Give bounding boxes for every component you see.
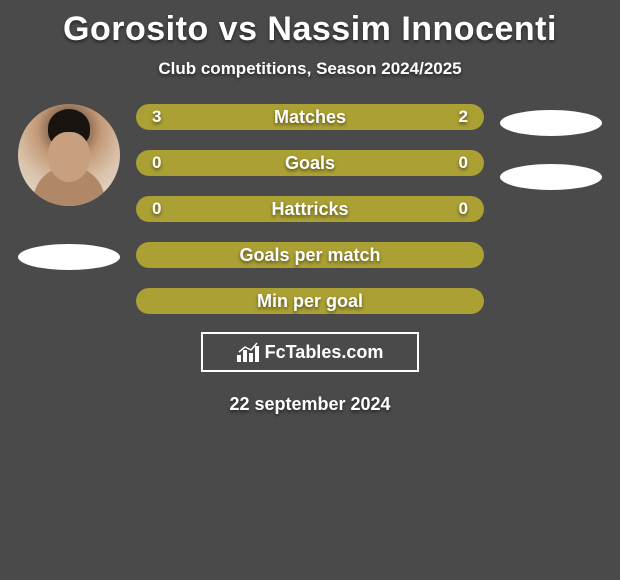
stat-left-value: 0	[152, 153, 172, 173]
chart-icon	[237, 342, 259, 362]
stat-bar-matches: 3 Matches 2	[136, 104, 484, 130]
stat-label: Goals per match	[239, 245, 380, 266]
player-right-ellipse-2	[500, 164, 602, 190]
brand-box: FcTables.com	[201, 332, 419, 372]
stat-bar-hattricks: 0 Hattricks 0	[136, 196, 484, 222]
player-left-column	[14, 104, 124, 270]
stat-right-value: 0	[448, 199, 468, 219]
player-right-ellipse-1	[500, 110, 602, 136]
stat-bar-min-per-goal: Min per goal	[136, 288, 484, 314]
stat-left-value: 0	[152, 199, 172, 219]
stat-label: Matches	[274, 107, 346, 128]
stat-label: Hattricks	[271, 199, 348, 220]
stat-right-value: 2	[448, 107, 468, 127]
stat-label: Min per goal	[257, 291, 363, 312]
stat-bar-goals-per-match: Goals per match	[136, 242, 484, 268]
brand-text: FcTables.com	[265, 342, 384, 363]
stat-label: Goals	[285, 153, 335, 174]
player-left-avatar	[18, 104, 120, 206]
stat-right-value: 0	[448, 153, 468, 173]
date-text: 22 september 2024	[0, 394, 620, 415]
stat-left-value: 3	[152, 107, 172, 127]
page-title: Gorosito vs Nassim Innocenti	[0, 10, 620, 49]
player-left-shadow-ellipse	[18, 244, 120, 270]
stats-column: 3 Matches 2 0 Goals 0 0 Hattricks 0 Goal…	[136, 104, 484, 314]
main-row: 3 Matches 2 0 Goals 0 0 Hattricks 0 Goal…	[0, 104, 620, 314]
comparison-card: Gorosito vs Nassim Innocenti Club compet…	[0, 0, 620, 415]
player-right-column	[496, 104, 606, 190]
subtitle: Club competitions, Season 2024/2025	[0, 59, 620, 79]
stat-bar-goals: 0 Goals 0	[136, 150, 484, 176]
